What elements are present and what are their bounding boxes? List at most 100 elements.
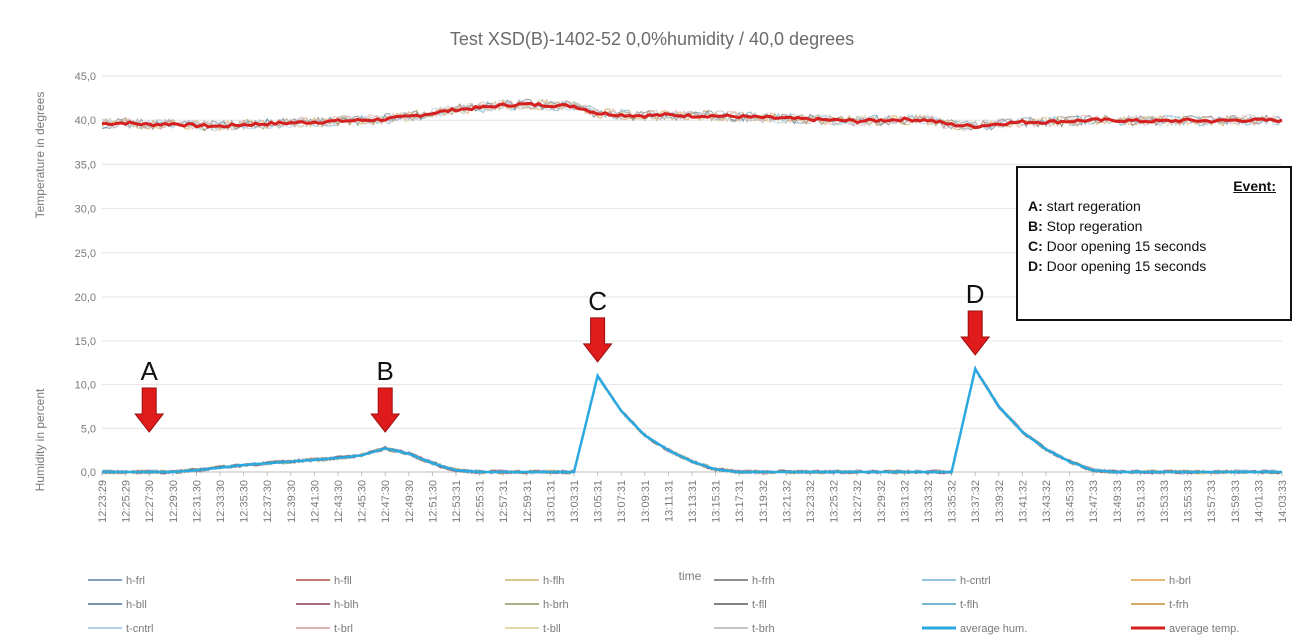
legend-label: h-frh [752,575,775,587]
legend-label: h-fll [334,575,352,587]
x-tick-label: 12:23:29 [97,480,109,523]
event-marker-label: D [966,279,985,309]
x-tick-label: 12:31:30 [191,480,203,523]
event-key: C: [1028,238,1043,254]
chart-title: Test XSD(B)-1402-52 0,0%humidity / 40,0 … [450,29,854,49]
x-tick-label: 12:33:30 [215,480,227,523]
legend-label: h-frl [126,575,145,587]
y-tick-label: 0,0 [81,467,96,479]
legend: h-frl h-fll h-flh h-frh h-cntrl h-brl h-bll h-b… [88,575,1239,635]
x-tick-label: 12:29:30 [168,480,180,523]
x-tick-label: 12:55:31 [475,480,487,523]
event-item: A: start regeration [1028,198,1290,214]
x-tick-label: 12:45:30 [357,480,369,523]
event-item: C: Door opening 15 seconds [1028,238,1290,254]
x-tick-label: 13:01:31 [545,480,557,523]
y-tick-label: 30,0 [75,204,96,216]
x-tick-label: 12:49:30 [404,480,416,523]
event-box-title: Event: [1233,178,1276,194]
x-tick-label: 12:51:30 [427,480,439,523]
y-tick-label: 40,0 [75,115,96,127]
x-tick-label: 12:53:31 [451,480,463,523]
legend-label: h-cntrl [960,575,991,587]
x-tick-label: 12:59:31 [522,480,534,523]
x-tick-label: 13:49:33 [1112,480,1124,523]
x-tick-label: 14:03:33 [1277,480,1289,523]
x-tick-label: 13:37:32 [970,480,982,523]
y-axis-ticks: 45,0 40,0 35,0 30,0 25,0 20,0 15,0 10,0 5,0 0,0 [75,71,96,479]
x-tick-label: 12:43:30 [333,480,345,523]
x-axis-ticks: 12:23:29 12:25:29 12:27:30 12:29:30 12:31:30… [97,472,1289,523]
y-tick-label: 15,0 [75,336,96,348]
x-tick-label: 12:25:29 [121,480,133,523]
legend-label: average temp. [1169,623,1239,635]
x-tick-label: 12:47:30 [380,480,392,523]
event-arrow [960,310,991,356]
event-marker-label: C [588,286,607,316]
x-tick-label: 13:09:31 [640,480,652,523]
x-tick-label: 13:13:31 [687,480,699,523]
legend-label: average hum. [960,623,1027,635]
x-tick-label: 13:55:33 [1183,480,1195,523]
x-tick-label: 12:57:31 [498,480,510,523]
y-tick-label: 20,0 [75,292,96,304]
event-key: B: [1028,218,1043,234]
x-tick-label: 12:41:30 [309,480,321,523]
x-tick-label: 12:27:30 [144,480,156,523]
event-item: B: Stop regeration [1028,218,1290,234]
legend-label: t-brl [334,623,353,635]
legend-label: t-fll [752,599,767,611]
x-tick-label: 13:43:32 [1041,480,1053,523]
event-text: start regeration [1046,198,1141,214]
average-hum-line [102,365,1282,474]
humidity-axis-title: Humidity in percent [33,388,47,491]
event-marker-label: B [377,356,394,386]
sensor-line [101,366,1283,475]
x-tick-label: 13:23:32 [805,480,817,523]
x-tick-label: 13:47:33 [1088,480,1100,523]
x-tick-label: 13:03:31 [569,480,581,523]
x-tick-label: 13:31:32 [899,480,911,523]
y-tick-label: 10,0 [75,380,96,392]
event-arrow [370,387,401,433]
x-tick-label: 13:51:33 [1135,480,1147,523]
event-key: D: [1028,258,1043,274]
sensor-line [101,365,1283,475]
x-tick-label: 13:07:31 [616,480,628,523]
x-tick-label: 13:59:33 [1230,480,1242,523]
event-text: Stop regeration [1046,218,1143,234]
x-tick-label: 13:33:32 [923,480,935,523]
event-box: Event: A: start regeration B: Stop reger… [1016,166,1292,321]
x-tick-label: 13:57:33 [1206,480,1218,523]
x-tick-label: 14:01:33 [1253,480,1265,523]
y-tick-label: 25,0 [75,248,96,260]
x-tick-label: 13:21:32 [781,480,793,523]
x-tick-label: 13:11:31 [663,480,675,522]
sensor-line [101,369,1283,475]
x-tick-label: 13:39:32 [994,480,1006,523]
y-tick-label: 45,0 [75,71,96,83]
x-tick-label: 13:41:32 [1017,480,1029,523]
sensor-line [101,366,1283,475]
grid [102,75,1282,473]
event-item: D: Door opening 15 seconds [1028,258,1290,274]
event-arrow [582,317,613,363]
legend-label: t-flh [960,599,978,611]
average-temp-line [101,101,1283,130]
x-tick-label: 13:19:32 [758,480,770,523]
legend-label: h-flh [543,575,564,587]
sensor-line [101,364,1283,475]
x-tick-label: 13:29:32 [876,480,888,523]
x-tick-label: 12:39:30 [286,480,298,523]
event-arrow [134,387,165,433]
x-tick-label: 13:05:31 [593,480,605,523]
x-tick-label: 12:35:30 [239,480,251,523]
x-axis-title: time [679,569,702,583]
y-tick-label: 35,0 [75,159,96,171]
legend-label: t-frh [1169,599,1189,611]
y-tick-label: 5,0 [81,423,96,435]
legend-label: h-brh [543,599,569,611]
x-tick-label: 13:17:31 [734,480,746,523]
legend-label: t-brh [752,623,775,635]
